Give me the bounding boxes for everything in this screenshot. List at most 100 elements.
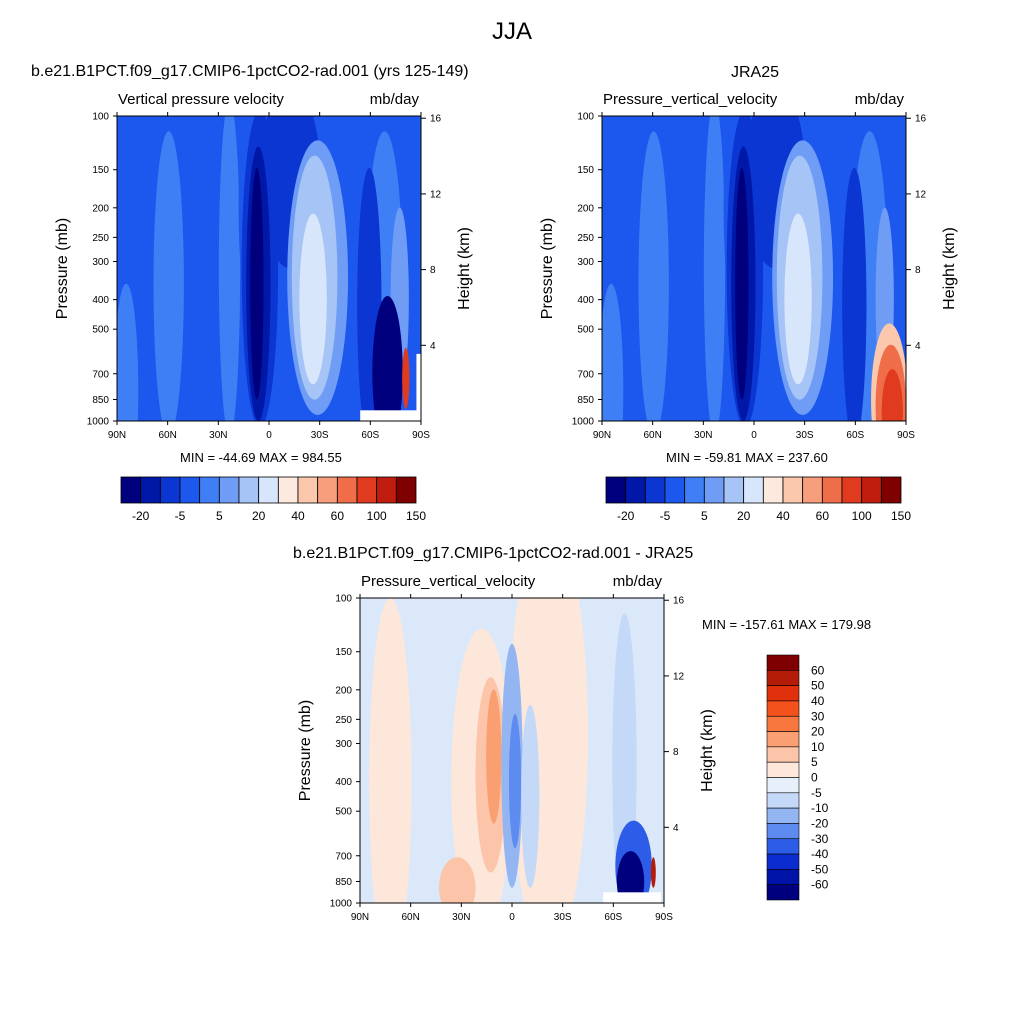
diff-ytick-right-label: 8 [673, 747, 679, 758]
model-colorbar-swatch [277, 476, 299, 504]
obs-colorbar-swatch [625, 476, 646, 504]
obs-ytick-label: 1000 [572, 417, 595, 428]
obs-ytick-label: 250 [577, 233, 594, 244]
diff-colorbar-label: 20 [811, 725, 825, 739]
diff-panel-title: b.e21.B1PCT.f09_g17.CMIP6-1pctCO2-rad.00… [293, 545, 694, 562]
obs-panel-title: JRA25 [730, 64, 780, 81]
diff-xtick-label: 0 [509, 912, 515, 923]
model-ascent-core [250, 167, 264, 400]
obs-ytick-label: 300 [577, 257, 594, 268]
diff-colorbar-label: 30 [811, 709, 825, 723]
diff-colorbar-swatch [766, 838, 800, 855]
model-ylabel-right: Height (km) [456, 227, 473, 310]
obs-min-max: MIN = -59.81 MAX = 237.60 [666, 450, 828, 465]
obs-ytick-label: 850 [577, 395, 594, 406]
obs-ytick-right-label: 12 [915, 189, 927, 200]
model-colorbar-swatch [159, 476, 181, 504]
model-colorbar-swatch [395, 476, 417, 504]
diff-colorbar-label: -30 [811, 832, 829, 846]
diff-ylabel-right: Height (km) [699, 709, 716, 792]
model-colorbar-swatch [336, 476, 358, 504]
obs-contour-band [638, 131, 669, 421]
model-xtick-label: 90N [108, 430, 126, 441]
obs-colorbar: -20 -5 5 20 40 60 100 150 [605, 476, 911, 523]
diff-colorbar-label: -40 [811, 847, 829, 861]
model-xtick-label: 0 [266, 430, 272, 441]
model-axes: 100 150 200 250 300 400 500 700 850 1000 16 12 8 4 90N… [54, 91, 473, 441]
diff-xtick-label: 30S [554, 912, 572, 923]
diff-ytick-label: 500 [335, 807, 352, 818]
model-field [117, 116, 421, 421]
diff-panel: 100 150 200 250 300 400 500 700 850 1000 16 12 8 4 90N… [297, 573, 716, 923]
obs-xtick-label: 30S [796, 430, 814, 441]
diff-ytick-label: 100 [335, 594, 352, 605]
diff-colorbar-swatch [766, 792, 800, 809]
diff-ytick-label: 400 [335, 777, 352, 788]
diff-contour-band [369, 598, 412, 903]
diff-ytick-right-label: 12 [673, 671, 685, 682]
diff-ytick-label: 150 [335, 647, 352, 658]
model-colorbar-swatch [356, 476, 378, 504]
diff-colorbar-swatch [766, 869, 800, 885]
obs-axes: 100 150 200 250 300 400 500 700 850 1000 16 12 8 4 90N… [539, 91, 958, 441]
obs-colorbar-label: 60 [816, 509, 830, 523]
model-xtick-label: 90S [412, 430, 430, 441]
obs-xtick-label: 30N [694, 430, 712, 441]
model-ytick-right-label: 16 [430, 114, 442, 125]
model-contour-band [218, 116, 241, 421]
diff-colorbar-swatch [766, 853, 800, 870]
model-contour-band [153, 131, 184, 421]
diff-field [360, 598, 664, 903]
model-colorbar-label: -5 [175, 509, 186, 523]
model-colorbar-swatch [179, 476, 201, 504]
diff-colorbar-label: -5 [811, 786, 822, 800]
model-ytick-right-label: 12 [430, 189, 442, 200]
diff-ytick-label: 250 [335, 715, 352, 726]
model-min-max: MIN = -44.69 MAX = 984.55 [180, 450, 342, 465]
obs-xtick-label: 0 [751, 430, 757, 441]
model-xtick-label: 60S [361, 430, 379, 441]
obs-right-string: mb/day [855, 91, 905, 108]
model-colorbar-label: 60 [331, 509, 345, 523]
obs-ytick-label: 150 [577, 165, 594, 176]
obs-ytick-label: 100 [577, 112, 594, 123]
obs-colorbar-swatch [861, 476, 882, 504]
diff-xtick-label: 30N [452, 912, 470, 923]
obs-contour-band [703, 116, 726, 421]
model-ytick-label: 1000 [87, 417, 110, 428]
obs-colorbar-swatch [723, 476, 745, 504]
diff-colorbar-label: -10 [811, 801, 829, 815]
model-ytick-label: 100 [92, 112, 109, 123]
model-xtick-label: 30S [311, 430, 329, 441]
model-descent-core [299, 213, 327, 385]
page-title: JJA [491, 18, 532, 45]
obs-descent-core [784, 213, 812, 385]
model-ylabel: Pressure (mb) [54, 218, 71, 319]
diff-contour-band [508, 713, 522, 849]
diff-colorbar-label: -60 [811, 878, 829, 892]
diff-ytick-label: 700 [335, 851, 352, 862]
model-colorbar-label: -20 [132, 509, 150, 523]
diff-colorbar-label: -20 [811, 816, 829, 830]
obs-xtick-label: 90N [593, 430, 611, 441]
diff-ylabel: Pressure (mb) [297, 700, 314, 801]
obs-colorbar-swatch [703, 476, 725, 504]
diff-contour-band [521, 704, 540, 888]
diff-right-string: mb/day [613, 573, 663, 590]
model-colorbar-swatch [376, 476, 397, 504]
obs-colorbar-label: 40 [776, 509, 790, 523]
diff-colorbar-label: 10 [811, 740, 825, 754]
model-ytick-label: 250 [92, 233, 109, 244]
model-colorbar-swatch [218, 476, 240, 504]
diff-left-string: Pressure_vertical_velocity [361, 573, 536, 590]
diff-axes: 100 150 200 250 300 400 500 700 850 1000 16 12 8 4 90N… [297, 573, 716, 923]
obs-ytick-label: 200 [577, 203, 594, 214]
obs-ylabel: Pressure (mb) [539, 218, 556, 319]
model-right-string: mb/day [370, 91, 420, 108]
diff-colorbar-swatch [766, 746, 800, 763]
obs-ytick-right-label: 4 [915, 341, 921, 352]
diff-ytick-label: 850 [335, 877, 352, 888]
obs-colorbar-swatch [880, 476, 902, 504]
obs-contour-band [602, 283, 624, 421]
diff-colorbar-label: 60 [811, 663, 825, 677]
